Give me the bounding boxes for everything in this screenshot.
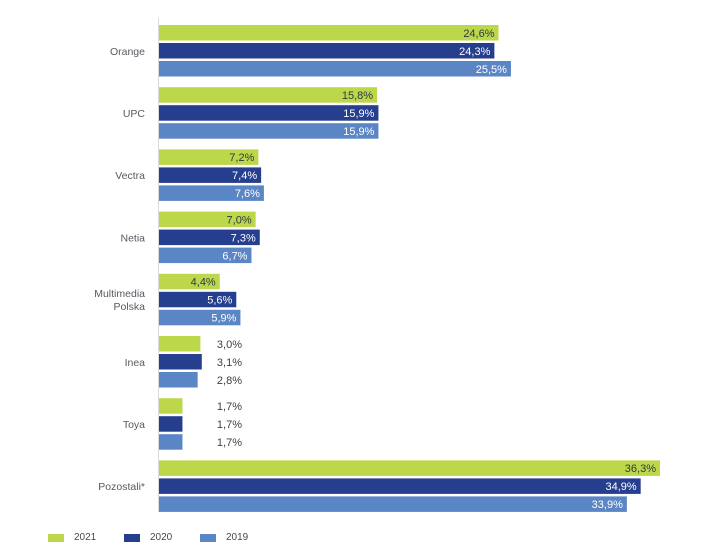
legend-label-2020: 2020	[150, 532, 173, 543]
value-label-toya-2019: 1,7%	[217, 437, 242, 449]
category-label-line: Inea	[125, 357, 146, 369]
bar-pozostali-2020	[159, 478, 641, 494]
category-label-inea: Inea	[125, 357, 146, 369]
bar-netia-2021	[159, 211, 256, 228]
bar-netia-2020	[159, 229, 260, 246]
value-label-multimedia-polska-2021: 4,4%	[191, 277, 216, 289]
legend-swatch-2021	[48, 533, 64, 542]
bar-inea-2021	[159, 336, 201, 352]
value-label-upc-2019: 15,9%	[343, 126, 374, 138]
value-label-toya-2021: 1,7%	[217, 401, 242, 413]
category-label-line: Toya	[123, 419, 145, 431]
value-label-upc-2021: 15,8%	[342, 90, 373, 102]
bar-orange-2020	[159, 43, 495, 59]
legend-swatch-2019	[200, 533, 216, 542]
bar-inea-2019	[159, 372, 198, 388]
value-label-vectra-2020: 7,4%	[232, 170, 257, 182]
value-label-netia-2020: 7,3%	[231, 232, 256, 244]
value-label-inea-2021: 3,0%	[217, 339, 242, 351]
category-label-line: Multimedia	[94, 288, 145, 300]
legend-label-2021: 2021	[74, 532, 97, 543]
value-label-netia-2021: 7,0%	[227, 214, 252, 226]
category-label-toya: Toya	[123, 419, 145, 431]
bar-upc-2020	[159, 105, 379, 121]
value-label-orange-2021: 24,6%	[463, 28, 494, 40]
category-label-line: Pozostali*	[98, 481, 145, 493]
bar-vectra-2020	[159, 167, 262, 183]
value-label-inea-2019: 2,8%	[217, 375, 242, 387]
legend-item-2020: 2020	[124, 532, 200, 543]
bar-vectra-2021	[159, 149, 259, 165]
value-label-vectra-2021: 7,2%	[229, 152, 254, 164]
value-label-netia-2019: 6,7%	[222, 250, 247, 262]
legend-item-2019: 2019	[200, 532, 276, 543]
value-label-pozostali-2021: 36,3%	[625, 463, 656, 475]
value-label-upc-2020: 15,9%	[343, 108, 374, 120]
bar-pozostali-2019	[159, 496, 627, 512]
category-label-pozostali: Pozostali*	[98, 481, 145, 493]
value-label-orange-2019: 25,5%	[476, 64, 507, 76]
category-label-orange: Orange	[110, 46, 145, 58]
bar-netia-2019	[159, 247, 252, 264]
legend-swatch-2020	[124, 533, 140, 542]
bar-orange-2021	[159, 25, 499, 41]
value-label-pozostali-2019: 33,9%	[592, 499, 623, 511]
category-label-line: Netia	[120, 232, 145, 244]
value-label-toya-2020: 1,7%	[217, 419, 242, 431]
bar-upc-2019	[159, 123, 379, 139]
value-label-vectra-2019: 7,6%	[235, 188, 260, 200]
bar-pozostali-2021	[159, 460, 660, 476]
category-label-line: Vectra	[115, 170, 145, 182]
value-label-multimedia-polska-2019: 5,9%	[211, 313, 236, 325]
category-label-multimedia-polska: Multimedia Polska	[94, 288, 145, 313]
bar-toya-2020	[159, 416, 183, 432]
category-label-line: UPC	[123, 108, 146, 120]
bar-toya-2021	[159, 398, 183, 414]
value-label-inea-2020: 3,1%	[217, 357, 242, 369]
legend-item-2021: 2021	[48, 532, 124, 543]
value-label-multimedia-polska-2020: 5,6%	[207, 295, 232, 307]
category-label-netia: Netia	[120, 232, 145, 244]
legend-label-2019: 2019	[226, 532, 249, 543]
bar-multimedia-polska-2021	[159, 273, 220, 290]
bar-orange-2019	[159, 61, 511, 77]
value-label-pozostali-2020: 34,9%	[605, 481, 636, 493]
bar-upc-2021	[159, 87, 378, 103]
bar-multimedia-polska-2020	[159, 291, 237, 308]
bar-multimedia-polska-2019	[159, 309, 241, 326]
bar-chart: Orange 24,6% 24,3% 25,5% UPC 15,8% 15,9% 15,9% V…	[94, 18, 660, 512]
value-label-orange-2020: 24,3%	[459, 46, 490, 58]
category-label-vectra: Vectra	[115, 170, 145, 182]
bar-toya-2019	[159, 434, 183, 450]
category-label-upc: UPC	[123, 108, 146, 120]
bar-inea-2020	[159, 354, 202, 370]
bar-vectra-2019	[159, 185, 264, 201]
category-label-line: Orange	[110, 46, 145, 58]
legend: 2021 2020 2019	[48, 532, 276, 543]
category-label-line: Polska	[113, 301, 145, 313]
